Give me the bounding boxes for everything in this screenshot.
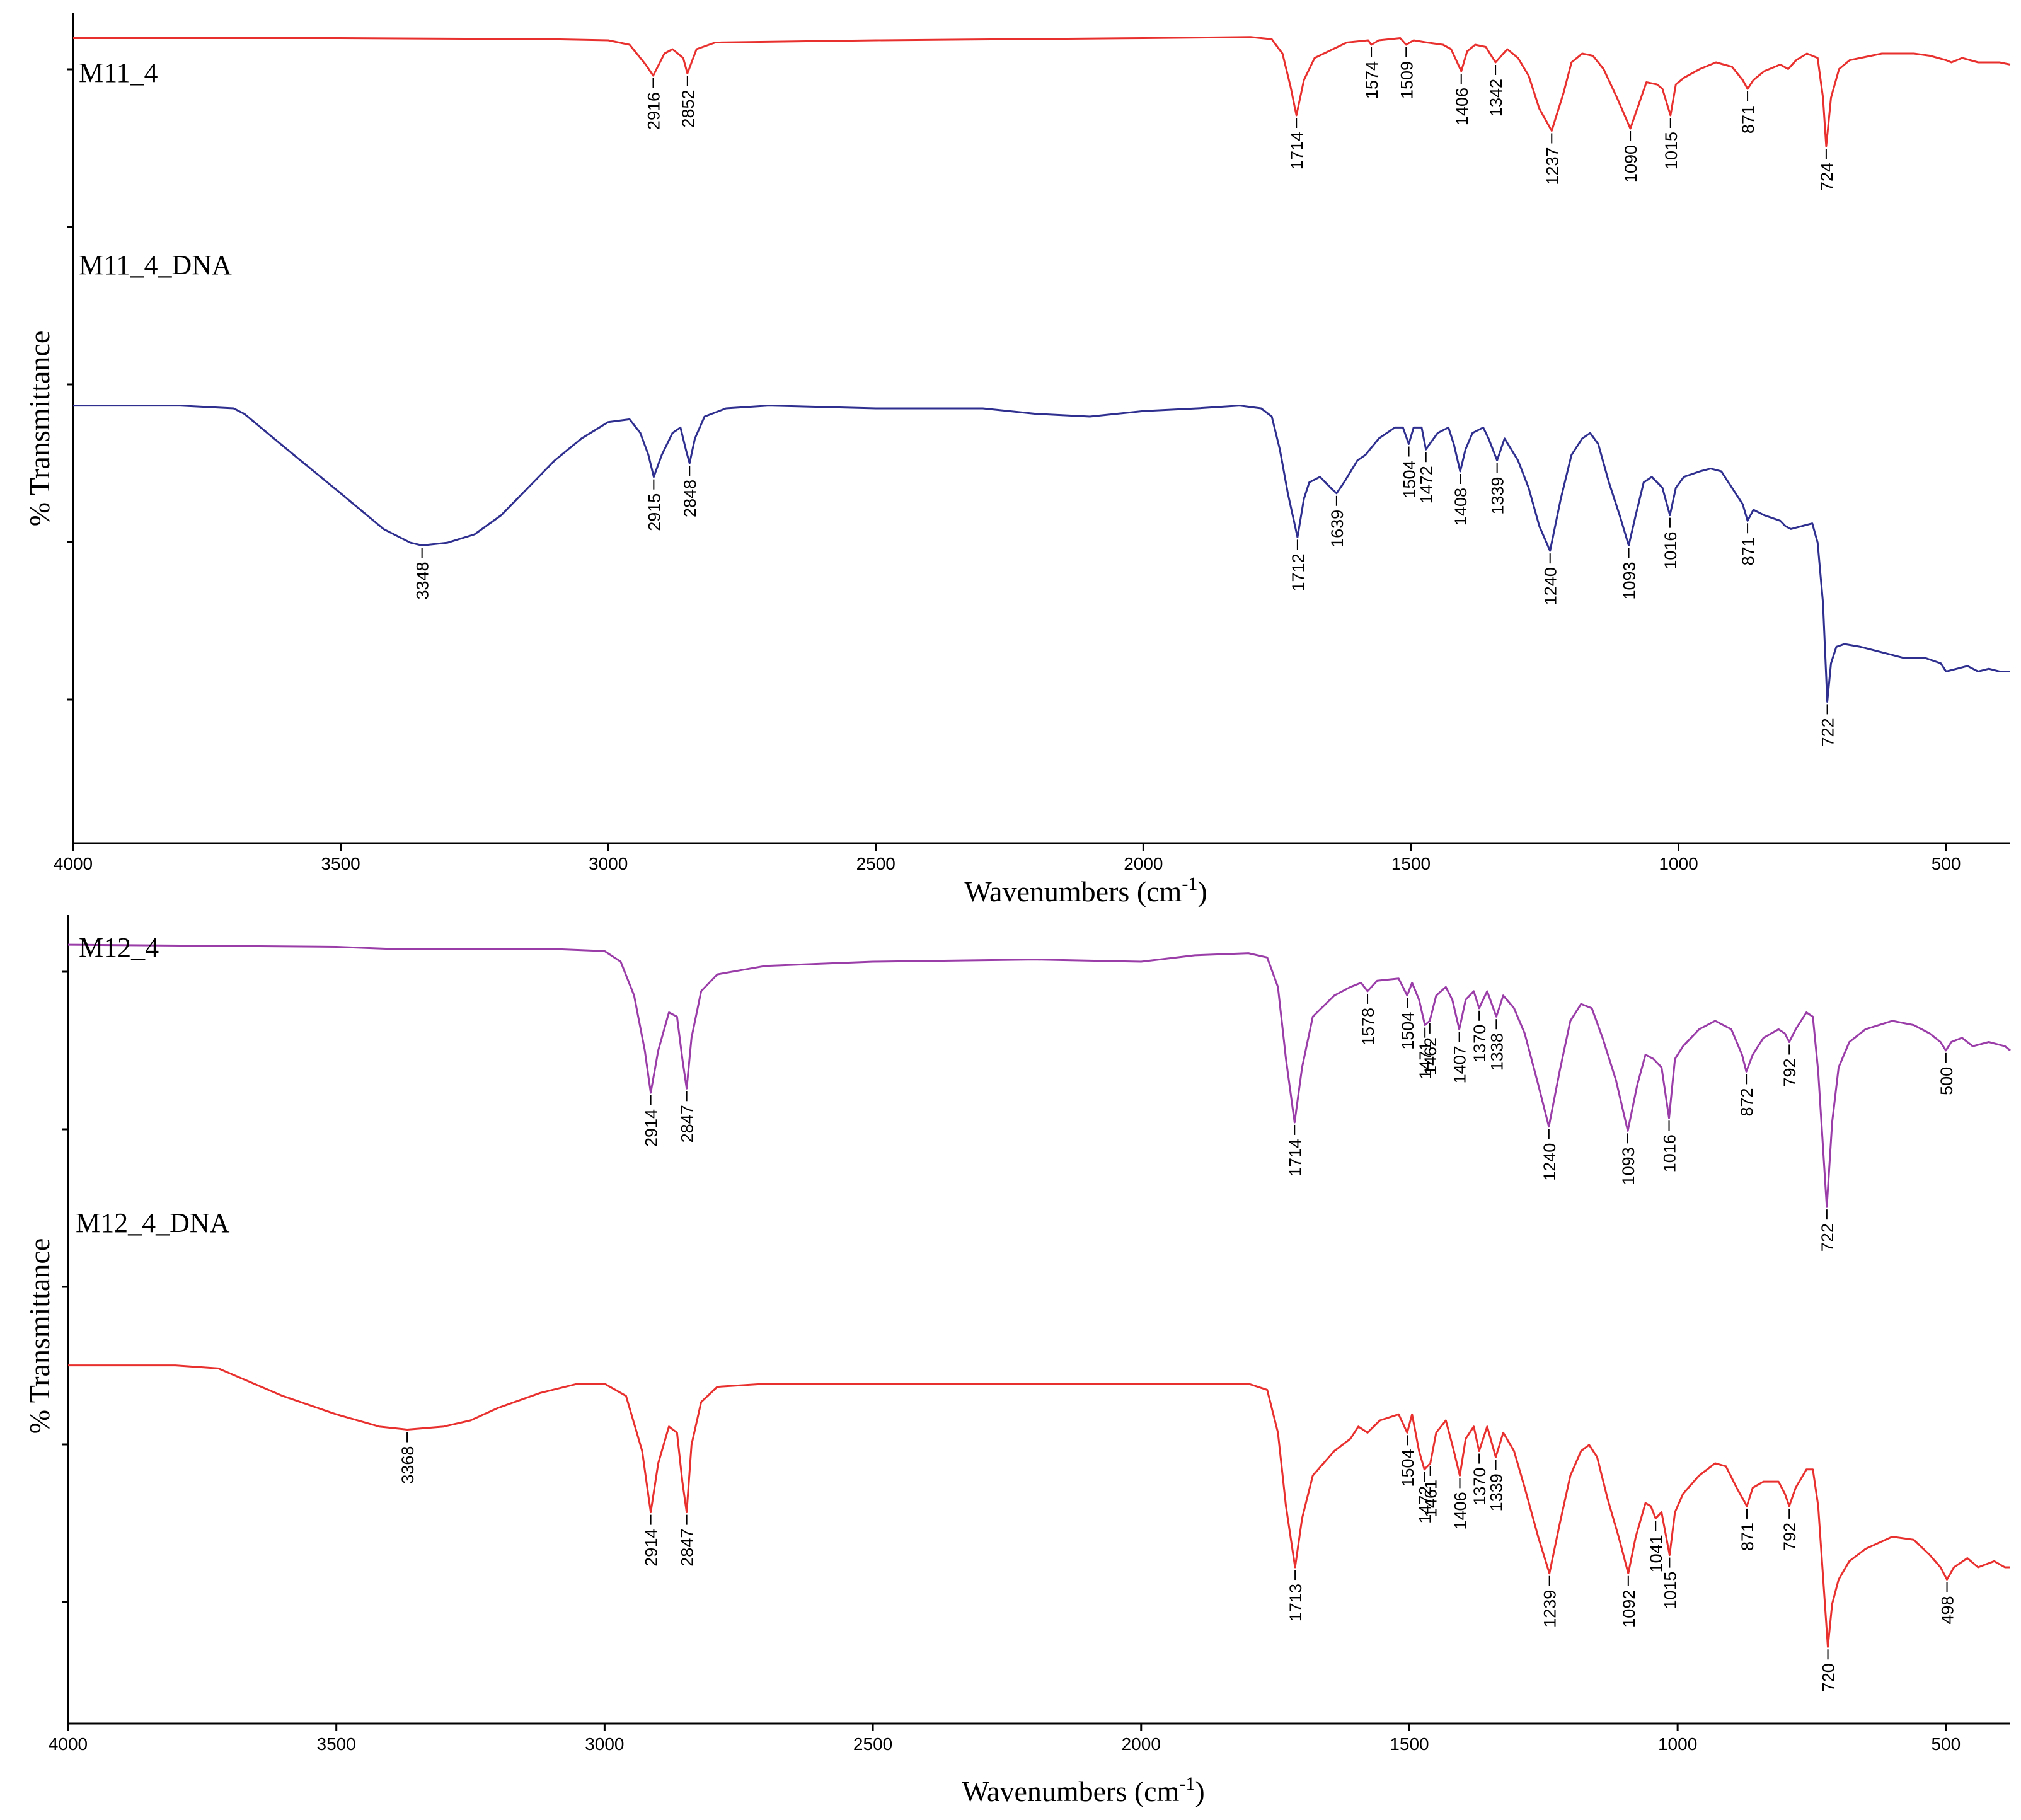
peak-label: 1406	[1453, 88, 1471, 125]
peak-label: 792	[1780, 1058, 1799, 1086]
y-axis-title: % Transmittance	[23, 331, 55, 526]
peak-label: 871	[1738, 1523, 1757, 1551]
x-tick-label: 1000	[1659, 854, 1698, 873]
peak-label: 2915	[645, 493, 664, 531]
peak-label: 1370	[1470, 1025, 1489, 1063]
peak-label: 3348	[413, 562, 432, 599]
x-tick-label: 1500	[1391, 854, 1431, 873]
peak-label: 2914	[642, 1529, 661, 1567]
peak-label: 1504	[1398, 1012, 1417, 1050]
peak-label: 724	[1817, 163, 1836, 191]
peak-label: 1093	[1619, 1147, 1638, 1185]
x-tick-label: 4000	[49, 1734, 88, 1754]
x-tick-label: 500	[1931, 1734, 1961, 1754]
peak-label: 1339	[1488, 477, 1507, 515]
peak-label: 498	[1938, 1596, 1957, 1624]
peak-label: 722	[1819, 718, 1838, 746]
trace-m11-4	[73, 36, 2011, 147]
x-tick-label: 2000	[1122, 1734, 1161, 1754]
peak-label: 722	[1818, 1223, 1837, 1252]
peak-label: 1713	[1286, 1584, 1305, 1621]
peak-label: 1712	[1289, 553, 1308, 591]
peak-label: 1472	[1417, 466, 1436, 504]
peak-label: 1504	[1400, 461, 1419, 498]
peak-label: 1472	[1415, 1486, 1434, 1524]
trace-m12-4-dna	[68, 1364, 2010, 1648]
series-label: M12_4_DNA	[76, 1207, 230, 1238]
x-axis-title: Wavenumbers (cm-1)	[962, 1773, 1204, 1807]
peak-label: 1406	[1451, 1492, 1470, 1529]
x-tick-label: 3000	[589, 854, 628, 873]
peak-label: 2916	[645, 92, 664, 130]
peak-label: 2914	[642, 1109, 661, 1147]
peak-label: 871	[1739, 537, 1758, 565]
x-axis-title: Wavenumbers (cm-1)	[964, 873, 1207, 907]
peak-label: 1504	[1398, 1449, 1417, 1487]
x-tick-label: 3500	[317, 1734, 356, 1754]
peak-label: 720	[1819, 1663, 1838, 1691]
peak-label: 1041	[1647, 1535, 1666, 1572]
peak-label: 1714	[1287, 132, 1306, 170]
peak-label: 1408	[1451, 488, 1470, 526]
peak-label: 1578	[1359, 1008, 1378, 1045]
peak-label: 1239	[1541, 1590, 1560, 1628]
peak-label: 2847	[678, 1105, 697, 1143]
x-tick-label: 1000	[1658, 1734, 1697, 1754]
peak-label: 1639	[1328, 510, 1347, 548]
trace-m12-4	[67, 943, 2011, 1208]
x-tick-label: 4000	[54, 854, 93, 873]
peak-label: 1714	[1286, 1139, 1304, 1177]
peak-label: 1471	[1416, 1042, 1435, 1080]
series-label: M12_4	[79, 932, 159, 963]
x-tick-label: 500	[1932, 854, 1961, 873]
peak-label: 2847	[678, 1529, 697, 1567]
peak-label: 2848	[681, 480, 700, 517]
peak-label: 1240	[1541, 567, 1560, 605]
peak-label: 1339	[1487, 1473, 1506, 1511]
peak-label: 1016	[1661, 532, 1680, 570]
peak-label: 1342	[1487, 79, 1506, 117]
x-tick-label: 1500	[1390, 1734, 1429, 1754]
peak-label: 3368	[398, 1446, 417, 1484]
peak-label: 1237	[1543, 147, 1562, 185]
peak-label: 1093	[1620, 562, 1639, 599]
trace-m11-4-dna	[73, 405, 2010, 703]
ftir-panel-1: 4000 3500 3000 2500 2000 1500 1000 500 Wavenumbe…	[23, 13, 2011, 907]
series-label: M11_4	[79, 57, 158, 88]
peak-label: 1461	[1422, 1480, 1441, 1518]
peak-label: 1370	[1470, 1468, 1489, 1506]
peak-label: 1338	[1487, 1033, 1506, 1071]
x-tick-label: 2500	[853, 1734, 892, 1754]
x-tick-label: 2500	[856, 854, 895, 873]
peak-label: 1015	[1661, 1572, 1679, 1610]
series-label: M11_4_DNA	[79, 250, 232, 280]
x-tick-label: 2000	[1124, 854, 1163, 873]
peak-label: 1090	[1621, 145, 1640, 183]
peak-label: 1407	[1451, 1045, 1470, 1083]
peak-label: 1509	[1397, 61, 1416, 99]
x-tick-label: 3000	[585, 1734, 624, 1754]
peak-label: 1240	[1540, 1143, 1559, 1181]
peak-label: 872	[1737, 1088, 1756, 1116]
x-tick-label: 3500	[321, 854, 360, 873]
ftir-panel-2: 4000 3500 3000 2500 2000 1500 1000 500 Wavenumbe…	[23, 915, 2011, 1807]
peak-label: 1574	[1362, 61, 1381, 99]
peak-label: 792	[1780, 1523, 1799, 1551]
peak-label: 1016	[1661, 1134, 1679, 1172]
peak-label: 2852	[679, 90, 698, 128]
y-axis-title: % Transmittance	[23, 1238, 55, 1434]
peak-label: 1092	[1620, 1590, 1638, 1628]
peak-label: 871	[1739, 105, 1758, 134]
peak-label: 1462	[1421, 1037, 1440, 1075]
peak-label: 500	[1937, 1067, 1956, 1095]
peak-label: 1015	[1662, 132, 1681, 170]
